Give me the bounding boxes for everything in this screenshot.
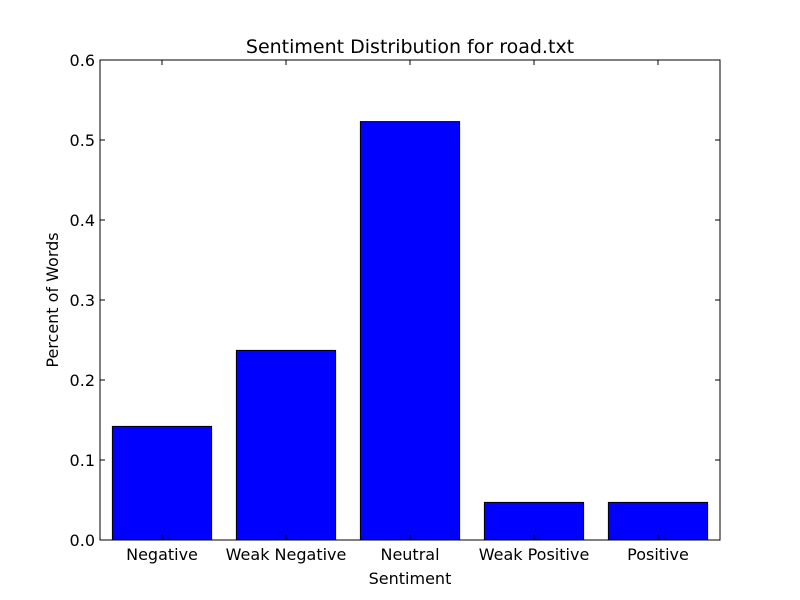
plot-frame [99, 59, 721, 541]
chart-title: Sentiment Distribution for road.txt [246, 36, 574, 58]
bar-negative [111, 425, 213, 541]
bar-positive [607, 501, 709, 541]
bar-weak-negative [235, 349, 337, 541]
x-tick-label: Neutral [380, 545, 439, 564]
x-tick-label: Weak Negative [226, 545, 347, 564]
y-tick-label: 0.6 [70, 51, 95, 70]
bar-weak-positive [483, 501, 585, 541]
ticks-group: Negative Weak Negative Neutral Weak Positiv… [70, 51, 720, 564]
y-axis-label: Percent of Words [43, 232, 62, 367]
y-tick-label: 0.0 [70, 531, 95, 550]
x-tick-label: Negative [126, 545, 198, 564]
y-tick-label: 0.3 [70, 291, 95, 310]
bars-group [111, 121, 709, 541]
x-axis-label: Sentiment [369, 569, 452, 588]
bar-neutral [359, 121, 461, 541]
y-tick-label: 0.5 [70, 131, 95, 150]
y-tick-label: 0.1 [70, 451, 95, 470]
x-tick-label: Positive [627, 545, 689, 564]
x-tick-label: Weak Positive [479, 545, 590, 564]
y-tick-label: 0.2 [70, 371, 95, 390]
y-tick-label: 0.4 [70, 211, 95, 230]
